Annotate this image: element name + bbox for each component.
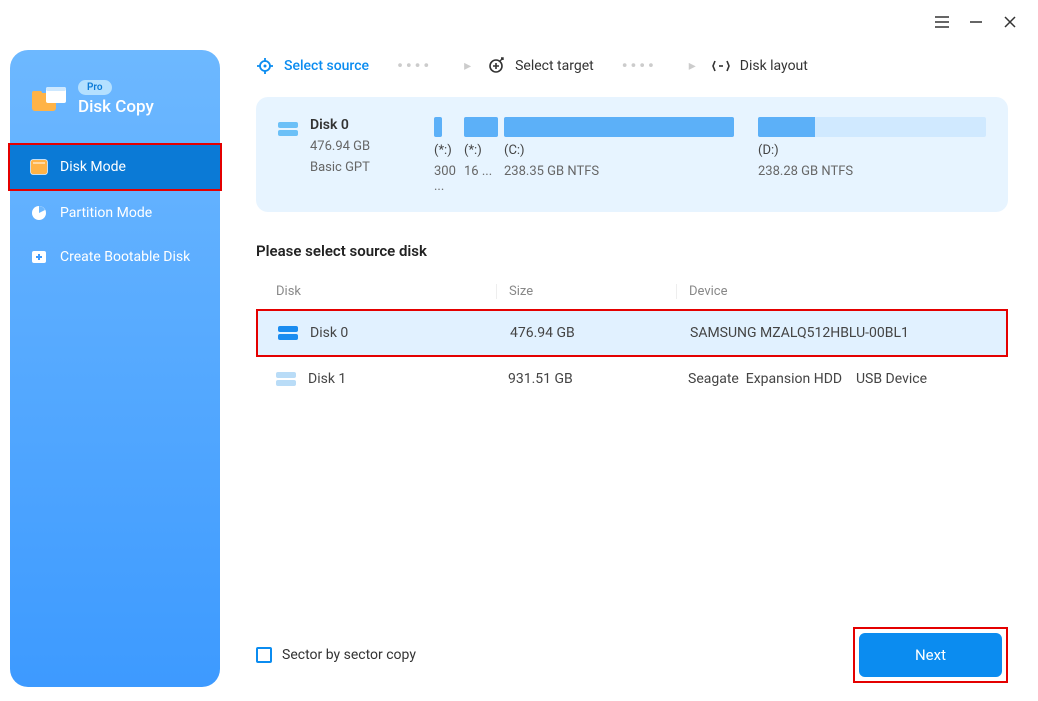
nav-label: Create Bootable Disk: [60, 249, 190, 265]
disk-row-name: Disk 0: [310, 325, 348, 341]
wizard-steps: Select source •••• ▸ Select target •••• …: [256, 56, 1008, 75]
nav-label: Partition Mode: [60, 205, 152, 221]
disk-icon: [278, 121, 296, 135]
brand: Pro Disk Copy: [10, 80, 220, 143]
sidebar: Pro Disk Copy Disk Mode Partition Mode: [10, 50, 220, 687]
partition-label: (C:): [504, 143, 734, 158]
step-disk-layout[interactable]: Disk layout: [712, 57, 808, 75]
partition-size: 238.35 GB NTFS: [504, 164, 734, 179]
close-button[interactable]: [1002, 14, 1018, 30]
partition-mode-icon: [30, 204, 48, 222]
minimize-button[interactable]: [968, 14, 984, 30]
disk-icon: [276, 372, 296, 386]
app-logo-icon: [32, 85, 66, 113]
disk-row-name: Disk 1: [308, 371, 346, 387]
partition: (C:) 238.35 GB NTFS: [504, 117, 734, 179]
bootable-disk-icon: [30, 248, 48, 266]
partition-bar: [758, 117, 986, 137]
nav-create-bootable[interactable]: Create Bootable Disk: [10, 235, 220, 279]
disk-row-size: 931.51 GB: [496, 371, 676, 387]
section-title: Please select source disk: [256, 242, 1008, 260]
step-select-target[interactable]: Select target: [487, 57, 594, 75]
layout-icon: [712, 57, 730, 75]
step-label: Select target: [515, 58, 594, 74]
next-button[interactable]: Next: [859, 633, 1002, 677]
disk-row-device: Seagate Expansion HDD USB Device: [676, 371, 988, 387]
target-icon: [487, 57, 505, 75]
checkbox-label: Sector by sector copy: [282, 647, 416, 663]
partition-label: (*:): [434, 143, 458, 158]
crosshair-icon: [256, 57, 274, 75]
step-label: Select source: [284, 58, 369, 74]
partition: (D:) 238.28 GB NTFS: [758, 117, 986, 179]
selected-disk-panel: Disk 0 476.94 GB Basic GPT (*:) 300 ... …: [256, 97, 1008, 212]
partition-bar: [434, 117, 442, 137]
col-disk-header: Disk: [276, 284, 496, 299]
disk-row[interactable]: Disk 1 931.51 GB Seagate Expansion HDD U…: [256, 357, 1008, 401]
col-size-header: Size: [496, 284, 676, 299]
sector-copy-checkbox[interactable]: Sector by sector copy: [256, 647, 416, 663]
step-select-source[interactable]: Select source: [256, 57, 369, 75]
disk-row-device: SAMSUNG MZALQ512HBLU-00BL1: [678, 325, 986, 341]
step-label: Disk layout: [740, 58, 808, 74]
disk-row-size: 476.94 GB: [498, 325, 678, 341]
partition-size: 300 ...: [434, 164, 458, 194]
partition-bar: [464, 117, 498, 137]
col-device-header: Device: [676, 284, 988, 299]
nav-disk-mode[interactable]: Disk Mode: [8, 143, 222, 191]
partition-label: (*:): [464, 143, 498, 158]
chevron-right-icon: ▸: [464, 58, 471, 74]
menu-icon[interactable]: [934, 14, 950, 30]
disk-name: Disk 0: [310, 117, 420, 133]
partition-label: (D:): [758, 143, 986, 158]
disk-row[interactable]: Disk 0 476.94 GB SAMSUNG MZALQ512HBLU-00…: [256, 309, 1008, 357]
step-separator: ••••: [397, 56, 432, 75]
pro-badge: Pro: [78, 80, 112, 95]
chevron-right-icon: ▸: [689, 58, 696, 74]
partition-size: 238.28 GB NTFS: [758, 164, 986, 179]
nav-label: Disk Mode: [60, 159, 126, 175]
disk-icon: [278, 326, 298, 340]
partition-size: 16 ...: [464, 164, 498, 179]
table-header: Disk Size Device: [256, 274, 1008, 309]
partition-bar: [504, 117, 734, 137]
partition: (*:) 300 ...: [434, 117, 458, 194]
disk-type: Basic GPT: [310, 160, 420, 175]
disk-mode-icon: [30, 158, 48, 176]
disk-size: 476.94 GB: [310, 139, 420, 154]
partition: (*:) 16 ...: [464, 117, 498, 179]
nav-partition-mode[interactable]: Partition Mode: [10, 191, 220, 235]
checkbox-icon: [256, 647, 272, 663]
step-separator: ••••: [622, 56, 657, 75]
app-title: Disk Copy: [78, 97, 154, 117]
